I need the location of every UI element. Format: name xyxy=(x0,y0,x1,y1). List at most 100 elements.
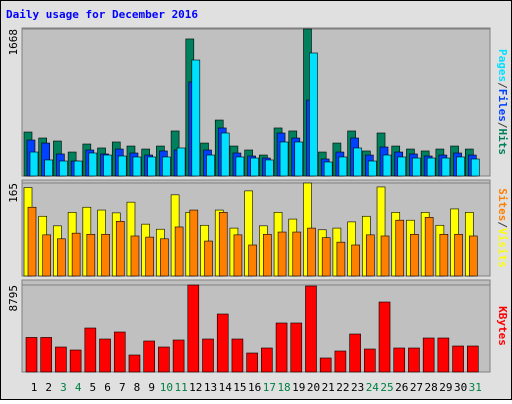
legend-entry: Pages xyxy=(496,49,509,82)
bar xyxy=(319,357,332,373)
y-tick-label: 165 xyxy=(7,183,20,203)
x-tick-label: 11 xyxy=(174,381,187,394)
y-tick-label: 8795 xyxy=(7,285,20,312)
bar xyxy=(395,219,405,277)
legend: Pages/Files/Hits xyxy=(496,49,509,155)
bar xyxy=(57,238,66,277)
x-tick-label: 9 xyxy=(148,381,155,394)
bar xyxy=(263,233,272,277)
bar xyxy=(128,354,141,373)
bar xyxy=(292,231,302,277)
bar xyxy=(336,241,346,277)
bar xyxy=(59,160,68,177)
bar xyxy=(206,154,215,177)
bar xyxy=(202,338,214,373)
x-tick-label: 15 xyxy=(233,381,246,394)
bar xyxy=(412,157,421,177)
x-tick-label: 2 xyxy=(45,381,52,394)
bar xyxy=(353,147,362,177)
x-tick-label: 1 xyxy=(31,381,38,394)
bar xyxy=(382,154,392,177)
x-tick-label: 19 xyxy=(292,381,305,394)
bar xyxy=(468,235,478,277)
x-tick-label: 7 xyxy=(119,381,126,394)
bar xyxy=(29,151,39,177)
bar xyxy=(265,159,274,177)
bar xyxy=(86,233,96,277)
y-tick-label: 1668 xyxy=(7,29,20,56)
bar xyxy=(204,240,213,277)
x-tick-label: 23 xyxy=(351,381,364,394)
bar xyxy=(309,52,318,177)
bar xyxy=(71,232,81,277)
x-tick-label: 24 xyxy=(366,381,380,394)
bar xyxy=(176,147,186,177)
bar xyxy=(55,346,67,373)
x-tick-label: 30 xyxy=(454,381,467,394)
bar xyxy=(470,158,480,177)
bar xyxy=(132,156,142,177)
bar xyxy=(250,157,259,177)
x-tick-label: 3 xyxy=(60,381,67,394)
bar xyxy=(349,333,361,373)
bar xyxy=(456,156,465,177)
bar xyxy=(27,206,37,277)
x-tick-label: 28 xyxy=(425,381,438,394)
x-tick-label: 6 xyxy=(104,381,111,394)
x-tick-label: 18 xyxy=(277,381,290,394)
bar xyxy=(246,352,258,373)
x-tick-label: 16 xyxy=(248,381,261,394)
legend-entry: Visits xyxy=(496,228,509,268)
bar xyxy=(422,337,435,373)
bar xyxy=(172,339,185,373)
bar xyxy=(248,244,257,277)
bar xyxy=(441,157,451,177)
bar xyxy=(40,337,53,373)
bar xyxy=(277,231,287,277)
bar xyxy=(393,347,406,373)
bar xyxy=(130,235,140,277)
bar xyxy=(162,156,171,177)
bar xyxy=(101,233,110,277)
bar xyxy=(99,338,111,373)
bar xyxy=(334,350,347,373)
bar xyxy=(426,157,436,177)
x-tick-label: 5 xyxy=(90,381,97,394)
bar xyxy=(424,217,434,277)
bar xyxy=(231,338,244,373)
bar xyxy=(408,347,420,373)
bar xyxy=(88,152,98,177)
bar xyxy=(368,160,377,177)
bar xyxy=(145,236,154,277)
bar xyxy=(397,156,407,177)
bar xyxy=(364,348,376,373)
bar xyxy=(115,221,125,277)
legend-separator: / xyxy=(496,82,509,89)
bar xyxy=(143,340,155,373)
bar xyxy=(351,244,360,277)
legend-entry: KBytes xyxy=(496,306,509,346)
x-tick-label: 14 xyxy=(219,381,233,394)
bar xyxy=(189,209,199,277)
bar xyxy=(44,159,54,177)
bar xyxy=(439,233,449,277)
bar xyxy=(191,59,201,177)
bar xyxy=(216,313,229,373)
bar xyxy=(290,322,303,373)
legend-entry: Sites xyxy=(496,188,509,221)
x-tick-label: 21 xyxy=(322,381,335,394)
bar xyxy=(117,155,127,177)
legend: KBytes xyxy=(496,306,509,346)
x-tick-label: 31 xyxy=(469,381,482,394)
bar xyxy=(113,331,126,373)
legend-separator: / xyxy=(496,221,509,228)
bar xyxy=(158,346,170,373)
bar xyxy=(338,156,348,177)
bar xyxy=(410,233,419,277)
x-tick-label: 4 xyxy=(75,381,82,394)
x-tick-label: 8 xyxy=(134,381,141,394)
bar xyxy=(261,347,273,373)
x-tick-label: 10 xyxy=(160,381,173,394)
bar xyxy=(69,349,82,373)
